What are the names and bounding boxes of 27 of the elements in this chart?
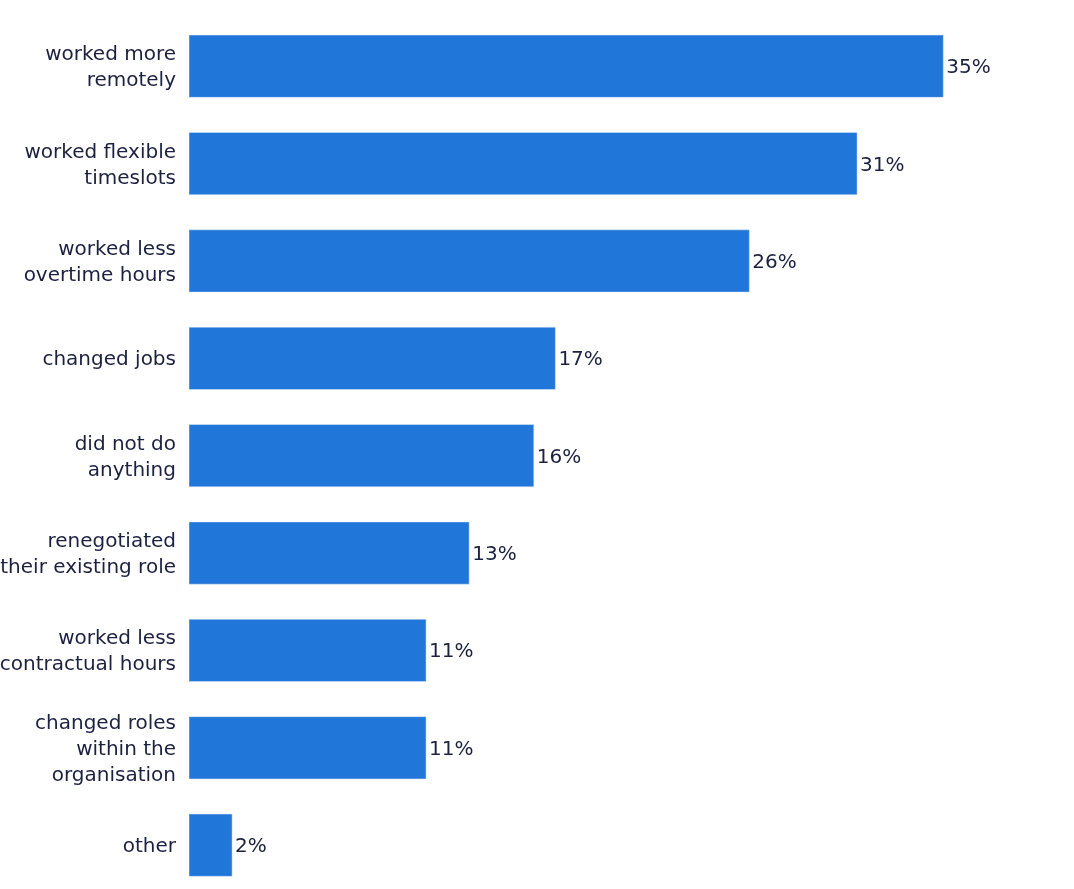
data-label: 13% xyxy=(472,541,517,566)
y-tick-label: worked more remotely xyxy=(45,41,177,92)
y-tick-label: changed jobs xyxy=(42,346,176,371)
bar xyxy=(189,619,427,682)
bar xyxy=(189,813,233,877)
data-label: 16% xyxy=(536,443,582,468)
bar xyxy=(189,424,535,488)
bar xyxy=(189,326,556,390)
y-tick-label: worked flexible timeslots xyxy=(24,138,176,189)
bar xyxy=(189,521,470,585)
y-tick-label: worked less contractual hours xyxy=(0,625,176,676)
bar xyxy=(189,229,750,293)
data-label: 11% xyxy=(429,735,474,760)
y-tick-label: did not do anything xyxy=(74,430,176,481)
data-label: 11% xyxy=(429,638,474,663)
y-tick-label: worked less overtime hours xyxy=(23,235,176,286)
y-tick-label: changed roles within the organisation xyxy=(35,709,176,786)
bar xyxy=(189,132,858,195)
data-label: 35% xyxy=(946,54,991,79)
data-label: 26% xyxy=(752,248,797,273)
y-tick-label: other xyxy=(122,833,177,858)
y-tick-label: renegotiated their existing role xyxy=(0,528,176,579)
data-label: 31% xyxy=(860,151,905,176)
bar xyxy=(189,716,427,780)
data-label: 17% xyxy=(558,346,603,371)
data-label: 2% xyxy=(235,833,267,858)
bar xyxy=(189,34,944,98)
